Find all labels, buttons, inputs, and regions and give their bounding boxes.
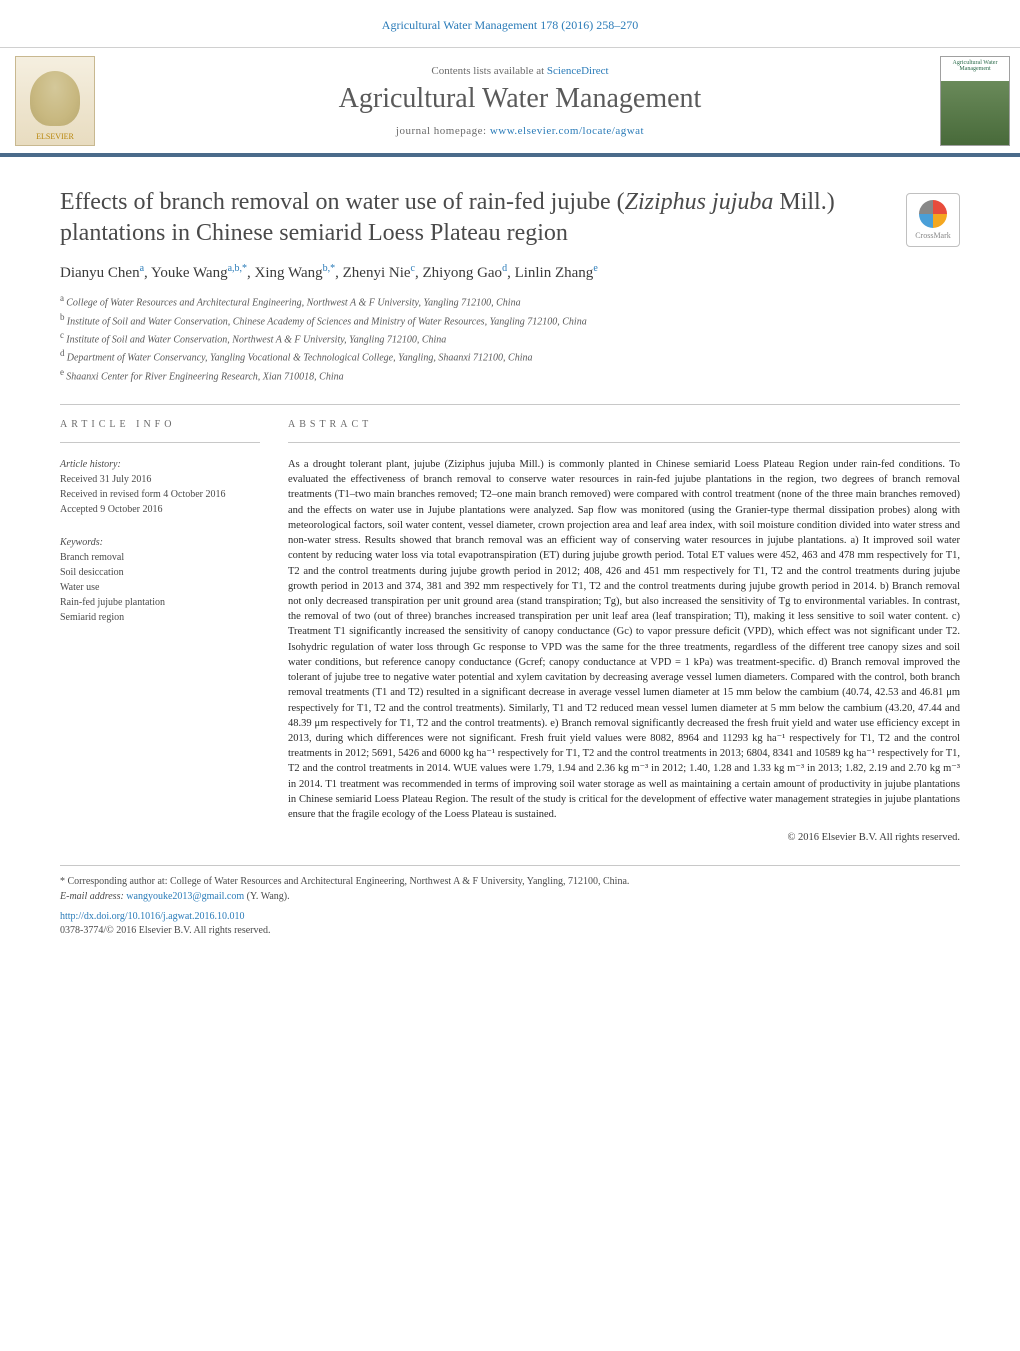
author: Youke Wanga,b,* bbox=[151, 265, 247, 281]
affiliation-mark: b bbox=[60, 312, 67, 322]
footer-divider bbox=[60, 865, 960, 866]
keywords-list: Branch removalSoil desiccationWater useR… bbox=[60, 550, 260, 625]
article-info-label: article info bbox=[60, 419, 260, 430]
masthead: ELSEVIER Contents lists available at Sci… bbox=[0, 47, 1020, 157]
author-mark: b,* bbox=[323, 263, 336, 274]
keyword: Rain-fed jujube plantation bbox=[60, 595, 260, 610]
article-history: Article history: Received 31 July 2016 R… bbox=[60, 457, 260, 517]
keywords-block: Keywords: Branch removalSoil desiccation… bbox=[60, 535, 260, 625]
doi-block: http://dx.doi.org/10.1016/j.agwat.2016.1… bbox=[60, 910, 960, 954]
keyword: Soil desiccation bbox=[60, 565, 260, 580]
title-species: Ziziphus jujuba bbox=[625, 189, 774, 215]
doi-link[interactable]: http://dx.doi.org/10.1016/j.agwat.2016.1… bbox=[60, 911, 245, 922]
author: Xing Wangb,* bbox=[255, 265, 336, 281]
copyright-line: © 2016 Elsevier B.V. All rights reserved… bbox=[288, 832, 960, 843]
article-info-column: article info Article history: Received 3… bbox=[60, 419, 260, 843]
crossmark-badge[interactable]: CrossMark bbox=[906, 193, 960, 247]
corr-email-link[interactable]: wangyouke2013@gmail.com bbox=[126, 891, 244, 902]
history-revised: Received in revised form 4 October 2016 bbox=[60, 487, 260, 502]
affiliation-mark: d bbox=[60, 348, 67, 358]
author-mark: e bbox=[593, 263, 597, 274]
authors-line: Dianyu Chena, Youke Wanga,b,*, Xing Wang… bbox=[60, 263, 894, 282]
cover-image bbox=[941, 81, 1009, 144]
article-title: Effects of branch removal on water use o… bbox=[60, 187, 894, 249]
keywords-heading: Keywords: bbox=[60, 535, 260, 550]
corr-email-suffix: (Y. Wang). bbox=[244, 891, 290, 902]
title-row: Effects of branch removal on water use o… bbox=[60, 187, 960, 404]
corresponding-author: * Corresponding author at: College of Wa… bbox=[60, 874, 960, 910]
author: Dianyu Chena bbox=[60, 265, 144, 281]
corr-email-line: E-mail address: wangyouke2013@gmail.com … bbox=[60, 889, 960, 904]
elsevier-logo: ELSEVIER bbox=[15, 56, 95, 146]
keyword: Water use bbox=[60, 580, 260, 595]
masthead-center: Contents lists available at ScienceDirec… bbox=[110, 48, 930, 153]
corr-note: * Corresponding author at: College of Wa… bbox=[60, 874, 960, 889]
contents-prefix: Contents lists available at bbox=[431, 65, 546, 77]
citation-link[interactable]: Agricultural Water Management 178 (2016)… bbox=[382, 18, 638, 32]
cover-title: Agricultural Water Management bbox=[941, 57, 1009, 82]
affiliation: a College of Water Resources and Archite… bbox=[60, 292, 894, 310]
affiliation: d Department of Water Conservancy, Yangl… bbox=[60, 347, 894, 365]
divider bbox=[60, 404, 960, 405]
author: Linlin Zhange bbox=[515, 265, 598, 281]
author-mark: a bbox=[140, 263, 144, 274]
divider bbox=[60, 442, 260, 443]
author: Zhenyi Niec bbox=[343, 265, 415, 281]
history-heading: Article history: bbox=[60, 457, 260, 472]
affiliation-mark: e bbox=[60, 367, 66, 377]
author-mark: c bbox=[411, 263, 415, 274]
homepage-line: journal homepage: www.elsevier.com/locat… bbox=[396, 125, 644, 137]
divider bbox=[288, 442, 960, 443]
affiliation: b Institute of Soil and Water Conservati… bbox=[60, 311, 894, 329]
contents-line: Contents lists available at ScienceDirec… bbox=[431, 65, 608, 77]
homepage-link[interactable]: www.elsevier.com/locate/agwat bbox=[490, 125, 644, 137]
crossmark-label: CrossMark bbox=[915, 231, 951, 240]
article-body: Effects of branch removal on water use o… bbox=[0, 157, 1020, 974]
elsevier-tree-icon bbox=[30, 71, 80, 126]
crossmark-icon bbox=[919, 200, 947, 228]
abstract-text: As a drought tolerant plant, jujube (Ziz… bbox=[288, 457, 960, 822]
elsevier-logo-label: ELSEVIER bbox=[36, 132, 74, 141]
keyword: Branch removal bbox=[60, 550, 260, 565]
affiliation-mark: c bbox=[60, 330, 66, 340]
corr-email-label: E-mail address: bbox=[60, 891, 126, 902]
two-column-layout: article info Article history: Received 3… bbox=[60, 419, 960, 843]
sciencedirect-link[interactable]: ScienceDirect bbox=[547, 65, 609, 77]
citation-bar: Agricultural Water Management 178 (2016)… bbox=[0, 0, 1020, 47]
affiliation: e Shaanxi Center for River Engineering R… bbox=[60, 366, 894, 384]
title-block: Effects of branch removal on water use o… bbox=[60, 187, 894, 404]
abstract-column: abstract As a drought tolerant plant, ju… bbox=[288, 419, 960, 843]
masthead-right: Agricultural Water Management bbox=[930, 48, 1020, 153]
keyword: Semiarid region bbox=[60, 610, 260, 625]
homepage-prefix: journal homepage: bbox=[396, 125, 490, 137]
history-received: Received 31 July 2016 bbox=[60, 472, 260, 487]
journal-name: Agricultural Water Management bbox=[339, 83, 702, 115]
affiliations: a College of Water Resources and Archite… bbox=[60, 292, 894, 384]
author-mark: d bbox=[502, 263, 507, 274]
affiliation-mark: a bbox=[60, 293, 66, 303]
journal-cover-thumbnail: Agricultural Water Management bbox=[940, 56, 1010, 146]
author: Zhiyong Gaod bbox=[422, 265, 507, 281]
issn-copyright: 0378-3774/© 2016 Elsevier B.V. All right… bbox=[60, 925, 270, 936]
abstract-label: abstract bbox=[288, 419, 960, 430]
title-pre: Effects of branch removal on water use o… bbox=[60, 189, 625, 215]
affiliation: c Institute of Soil and Water Conservati… bbox=[60, 329, 894, 347]
history-accepted: Accepted 9 October 2016 bbox=[60, 502, 260, 517]
masthead-left: ELSEVIER bbox=[0, 48, 110, 153]
author-mark: a,b,* bbox=[228, 263, 247, 274]
